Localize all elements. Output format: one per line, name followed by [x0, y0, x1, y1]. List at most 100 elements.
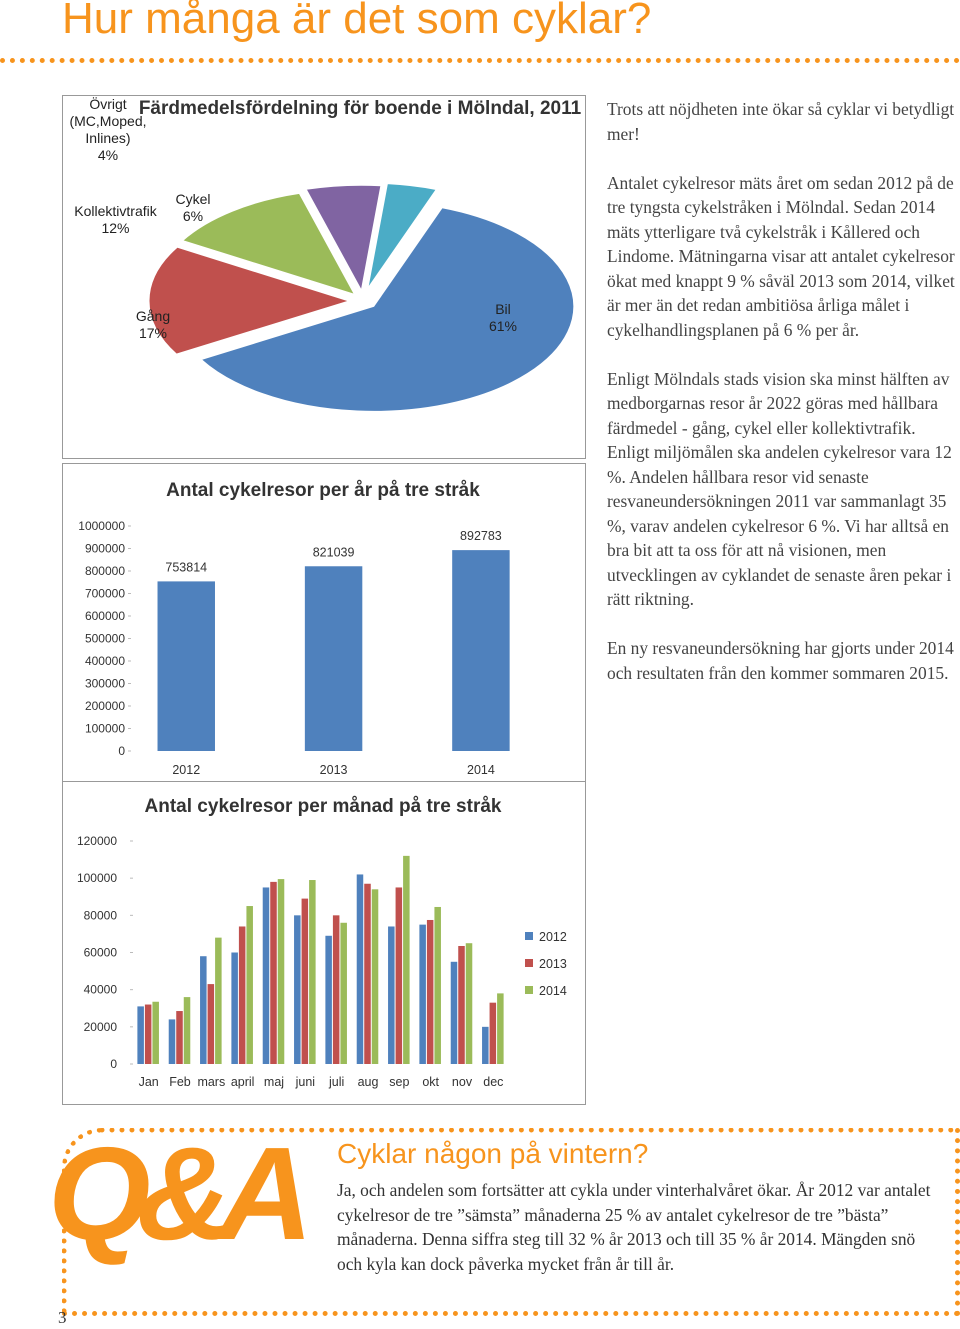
bar [450, 961, 458, 1064]
page-number: 3 [58, 1308, 67, 1327]
y-tick-label: 100000 [85, 722, 125, 736]
bar [332, 915, 340, 1064]
bar [304, 566, 363, 751]
pie-label: Bil 61% [473, 301, 533, 335]
bar [356, 874, 364, 1064]
pie-label-value: 12% [101, 220, 130, 236]
y-tick-label: 300000 [85, 677, 125, 691]
y-tick-label: 80000 [84, 908, 118, 922]
bar [238, 926, 246, 1064]
x-tick-label: nov [452, 1075, 473, 1089]
bar [152, 1001, 159, 1064]
paragraph: Trots att nöjdheten inte ökar så cyklar … [607, 99, 955, 144]
pie-label-name: Cykel [175, 191, 211, 207]
bar [489, 1002, 497, 1064]
pie-label-value: 61% [488, 318, 518, 334]
bar [434, 906, 441, 1064]
bar [215, 937, 222, 1064]
pie-label-name: Kollektivtrafik [74, 203, 157, 219]
value-label: 753814 [165, 560, 207, 574]
x-tick-label: Jan [139, 1075, 159, 1089]
x-tick-label: 2012 [172, 763, 200, 777]
x-tick-label: mars [197, 1075, 225, 1089]
pie-label-value: 6% [182, 208, 204, 224]
bar [137, 1006, 144, 1064]
y-tick-label: 60000 [84, 946, 118, 960]
qa-heading: Cyklar någon på vintern? [337, 1138, 649, 1169]
legend-swatch [525, 932, 533, 940]
bar [482, 1026, 489, 1064]
x-tick-label: 2014 [467, 763, 495, 777]
year-chart-svg: Antal cykelresor per år på tre stråk 0 10… [78, 480, 510, 777]
y-tick-label: 500000 [85, 632, 125, 646]
legend-swatch [525, 959, 533, 967]
value-label: 821039 [313, 545, 355, 559]
pie-label: Övrigt (MC,Moped, Inlines) 4% [63, 96, 153, 164]
x-tick-label: okt [422, 1075, 439, 1089]
bar [325, 935, 332, 1064]
qa-text: Ja, och andelen som fortsätter att cykla… [337, 1180, 931, 1274]
pie-slice [148, 246, 351, 355]
month-chart: Antal cykelresor per månad på tre stråk … [62, 781, 586, 1105]
y-tick-label: 0 [118, 744, 125, 758]
bar [246, 906, 253, 1064]
pie-label-name: Övrigt (MC,Moped, Inlines) [69, 96, 147, 146]
bar [465, 943, 473, 1064]
legend-label: 2013 [539, 957, 567, 971]
qa-logo: Q&A [48, 1120, 313, 1267]
paragraph: Antalet cykelresor mäts året om sedan 20… [607, 172, 955, 340]
paragraph: Enligt Mölndals stads vision ska minst h… [607, 368, 952, 610]
pie-chart-svg: Färdmedelsfördelning för boende i Mölnda… [139, 98, 582, 412]
year-chart: Antal cykelresor per år på tre stråk 0 10… [62, 463, 586, 783]
pie-label-value: 17% [138, 325, 168, 341]
bar [200, 956, 207, 1064]
x-tick-label: Feb [169, 1075, 191, 1089]
bar [270, 881, 277, 1064]
bar [183, 997, 191, 1064]
x-tick-label: juni [295, 1075, 315, 1089]
bar [168, 1019, 176, 1064]
chart-title: Antal cykelresor per månad på tre stråk [145, 796, 502, 817]
legend-swatch [525, 986, 533, 994]
bar [277, 879, 285, 1064]
chart-title: Antal cykelresor per år på tre stråk [166, 480, 480, 501]
body-text: Trots att nöjdheten inte ökar så cyklar … [607, 97, 955, 710]
pie-label: Gång 17% [113, 308, 193, 342]
bar [403, 855, 410, 1064]
page-title: Hur många är det som cyklar? [62, 0, 652, 43]
legend-label: 2014 [539, 984, 567, 998]
month-chart-svg: Antal cykelresor per månad på tre stråk … [77, 796, 567, 1089]
bar [231, 952, 238, 1064]
paragraph: En ny resvaneundersökning har gjorts und… [607, 638, 954, 683]
pie-slice [305, 184, 382, 292]
pie-slice [181, 192, 356, 296]
x-tick-label: juli [328, 1075, 344, 1089]
y-tick-label: 120000 [77, 834, 117, 848]
chart-title: Färdmedelsfördelning för boende i Mölnda… [139, 98, 582, 119]
y-tick-label: 100000 [77, 871, 117, 885]
x-tick-label: april [231, 1075, 255, 1089]
y-tick-label: 40000 [84, 983, 118, 997]
bar [309, 880, 316, 1064]
bar [452, 550, 510, 751]
bar [176, 1011, 183, 1064]
pie-slice [200, 207, 575, 412]
bar [157, 581, 215, 751]
bar [395, 887, 403, 1064]
x-tick-label: dec [483, 1075, 503, 1089]
y-tick-label: 400000 [85, 654, 125, 668]
legend-label: 2012 [539, 930, 567, 944]
bar [371, 889, 379, 1064]
title-rule [0, 58, 960, 63]
x-tick-label: maj [264, 1075, 284, 1089]
value-label: 892783 [460, 529, 502, 543]
bar [419, 924, 426, 1064]
y-tick-label: 200000 [85, 699, 125, 713]
bar [301, 898, 309, 1064]
x-tick-label: sep [389, 1075, 409, 1089]
bar [426, 919, 434, 1064]
bar [458, 945, 465, 1064]
x-tick-label: 2013 [320, 763, 348, 777]
y-tick-label: 0 [110, 1057, 117, 1071]
